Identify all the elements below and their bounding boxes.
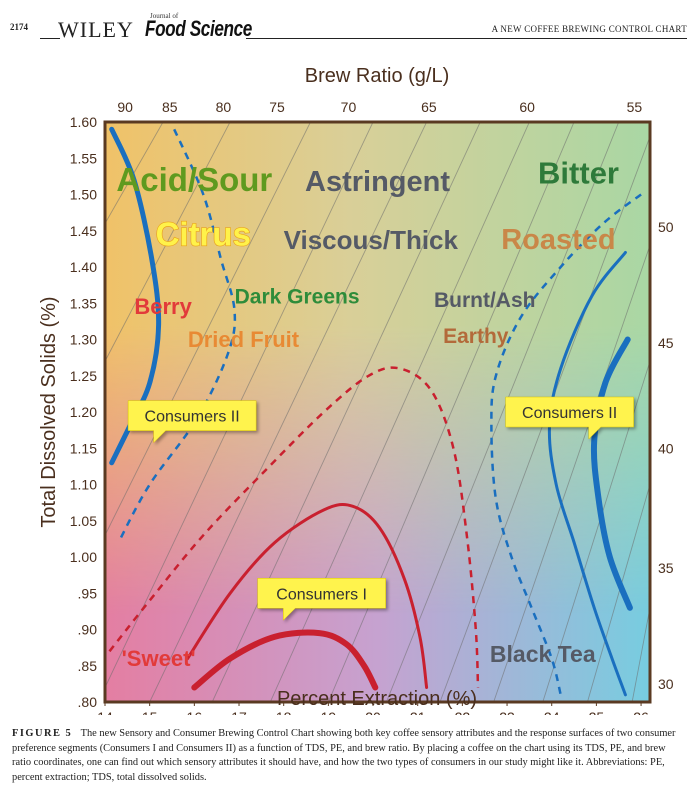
y-tick-label: 1.05 [70,513,97,529]
brew-ratio-line [211,122,481,702]
callout-label: Consumers II [145,409,240,426]
sensory-label: Burnt/Ash [434,289,536,312]
figure-label: FIGURE 5 [12,728,73,739]
consumer-callout [257,578,386,621]
journal-logo: Food Science [145,16,252,41]
y-tick-label: 1.25 [70,368,97,384]
brew-ratio-line [386,122,620,702]
brew-ratio-line [105,122,231,362]
preference-curve [547,251,627,697]
preference-curve [490,193,642,696]
callout-label: Consumers I [276,586,367,603]
y-tick-label: 1.10 [70,477,97,493]
y-tick-label: 1.55 [70,150,97,166]
preference-curve [590,336,633,611]
x-tick-label: 24 [544,709,560,715]
running-title: A NEW COFFEE BREWING CONTROL CHART [491,24,687,34]
consumer-callout [505,396,634,440]
sensory-label: Acid/Sour [116,161,272,198]
header-rule-left [40,38,60,39]
brew-ratio-top-tick: 60 [519,99,535,115]
sensory-label: Roasted [501,224,615,256]
x-tick-label: 14 [97,709,113,715]
brew-ratio-top-tick: 90 [117,99,133,115]
x-tick-label: 16 [187,709,203,715]
x-tick-label: 25 [589,709,605,715]
brew-ratio-right-tick: 35 [658,560,674,576]
consumer-callouts: Consumers II Consumers II Consumers I [127,396,634,621]
sensory-label: 'Sweet' [122,646,196,671]
brew-ratio-right-tick: 30 [658,676,674,692]
y-tick-label: .80 [78,694,98,710]
sensory-labels: Acid/Sour Astringent Bitter Citrus Viscous/T… [116,156,619,671]
preference-curve [191,629,379,691]
brew-ratio-line [149,122,428,702]
top-axis-label: Brew Ratio (g/L) [305,65,450,87]
callout-box [257,578,386,621]
sensory-label: Earthy [443,325,509,348]
y-tick-label: 1.00 [70,549,97,565]
preference-curve [186,502,429,689]
callout-label: Consumers II [522,405,617,422]
sensory-label: Viscous/Thick [284,225,459,255]
brew-ratio-line [105,122,311,536]
caption-text: The new Sensory and Consumer Brewing Con… [12,728,676,783]
page-number: 2174 [10,22,28,32]
sensory-label: Astringent [305,166,450,198]
y-tick-label: .85 [78,658,98,674]
x-axis-label: Percent Extraction (%) [277,688,477,710]
brew-ratio-top-tick: 85 [162,99,178,115]
journal-prefix: Journal of [150,12,179,20]
x-tick-label: 26 [633,709,649,715]
y-tick-label: 1.20 [70,404,97,420]
brew-ratio-line [493,245,650,702]
callout-box [505,396,634,440]
preference-curve [108,366,480,688]
y-tick-label: 1.35 [70,295,97,311]
brew-ratio-line [587,484,650,702]
figure-caption: FIGURE 5 The new Sensory and Consumer Br… [12,727,686,785]
brew-ratio-top-tick: 75 [269,99,285,115]
plot-frame [103,120,652,704]
y-tick-label: .90 [78,622,98,638]
x-tick-label: 23 [499,709,515,715]
sensory-label: Dried Fruit [188,327,300,352]
x-tick-label: 17 [231,709,247,715]
brew-ratio-top-tick: 65 [421,99,437,115]
y-tick-label: .95 [78,585,98,601]
sensory-label: Black Tea [490,641,596,667]
y-tick-label: 1.60 [70,114,97,130]
brew-ratio-top-tick: 80 [216,99,232,115]
y-tick-label: 1.50 [70,187,97,203]
publisher-logo: WILEY [58,17,134,42]
callout-box [127,400,257,444]
sensory-label: Berry [134,294,192,319]
brew-ratio-top-tick: 70 [341,99,357,115]
brew-ratio-right-tick: 40 [658,440,674,456]
y-axis-label: Total Dissolved Solids (%) [38,296,60,527]
brew-ratio-right-tick: 45 [658,335,674,351]
y-tick-label: 1.15 [70,440,97,456]
axes: 141516171819202122232425261.601.551.501.… [70,99,674,725]
page-header: 2174 WILEY Journal of Food Science A NEW… [0,0,697,44]
brew-ratio-line [631,607,650,702]
header-rule-right [246,38,687,39]
sensory-label: Citrus [156,215,251,252]
chart-svg: Acid/Sour Astringent Bitter Citrus Viscous/T… [38,65,674,725]
sensory-label: Bitter [538,156,619,191]
x-tick-label: 15 [142,709,158,715]
y-tick-label: 1.30 [70,332,97,348]
brewing-control-chart: Acid/Sour Astringent Bitter Citrus Viscous/T… [0,50,697,725]
y-tick-label: 1.40 [70,259,97,275]
consumer-callout [127,400,257,444]
brew-ratio-right-tick: 50 [658,219,674,235]
sensory-label: Dark Greens [235,285,360,308]
y-tick-label: 1.45 [70,223,97,239]
brew-ratio-top-tick: 55 [627,99,643,115]
